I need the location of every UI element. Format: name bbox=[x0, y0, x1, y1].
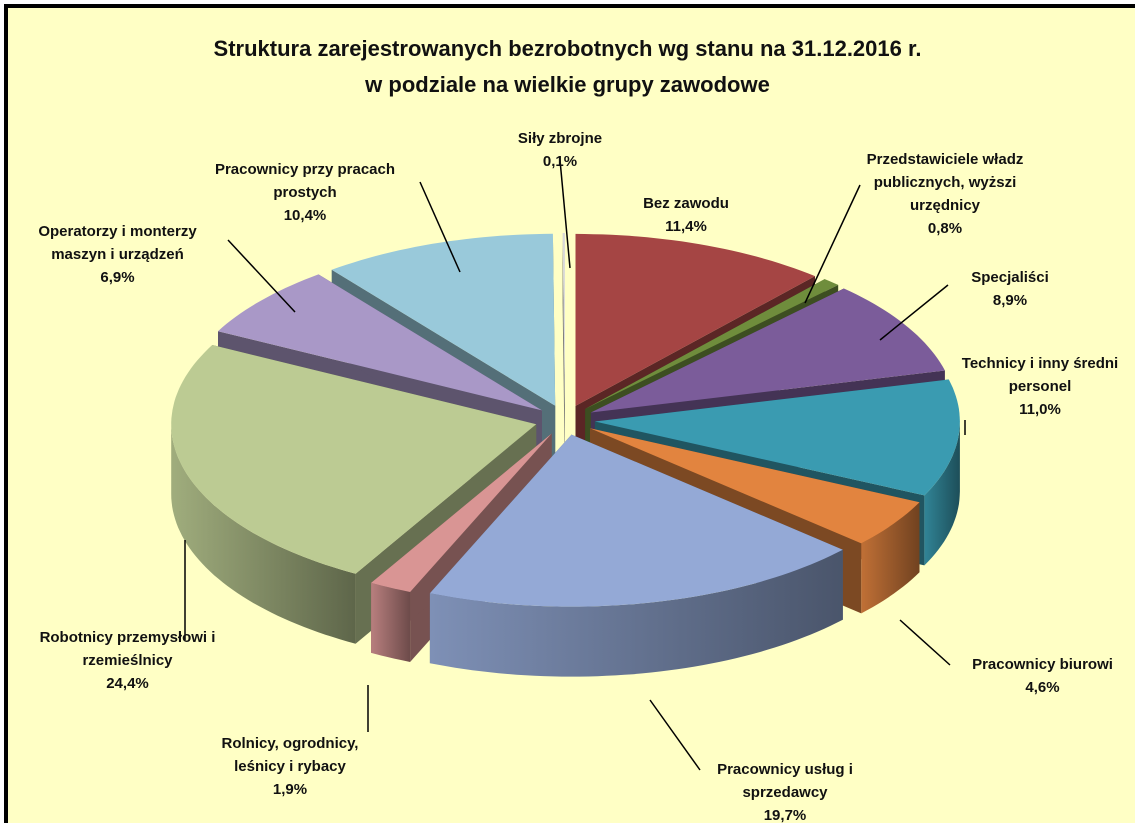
data-label: Specjaliści 8,9% bbox=[925, 266, 1095, 312]
category-label: Technicy i inny średni personel bbox=[961, 355, 1119, 395]
slice bbox=[575, 233, 815, 406]
value-label: 0,1% bbox=[542, 153, 578, 170]
data-label: Rolnicy, ogrodnicy, leśnicy i rybacy 1,9% bbox=[205, 732, 375, 801]
slice-outer-wall bbox=[371, 582, 411, 662]
leader-line bbox=[879, 284, 949, 341]
slice bbox=[218, 274, 542, 411]
slice bbox=[171, 345, 537, 574]
slice bbox=[331, 233, 556, 406]
category-label: Pracownicy biurowi bbox=[972, 656, 1113, 673]
category-label: Pracownicy usług i sprzedawcy bbox=[717, 761, 853, 801]
value-label: 11,0% bbox=[1019, 401, 1061, 418]
slice bbox=[429, 434, 843, 677]
slice bbox=[590, 288, 945, 413]
data-label: Technicy i inny średni personel 11,0% bbox=[945, 352, 1135, 421]
chart-title: Struktura zarejestrowanych bezrobotnych … bbox=[213, 36, 922, 61]
leader-line bbox=[419, 181, 461, 273]
category-label: Pracownicy przy pracach prostych bbox=[214, 161, 396, 201]
leader-line bbox=[649, 699, 701, 771]
leader-line bbox=[227, 239, 296, 313]
leader-line bbox=[899, 619, 951, 666]
slice bbox=[590, 428, 920, 544]
data-label: Przedstawiciele władz publicznych, wyższ… bbox=[845, 148, 1045, 240]
category-label: Siły zbrojne bbox=[517, 130, 603, 147]
value-label: 0,8% bbox=[927, 220, 963, 237]
data-label: Pracownicy biurowi 4,6% bbox=[950, 653, 1135, 699]
data-label: Bez zawodu 11,4% bbox=[616, 192, 756, 238]
slice bbox=[371, 433, 552, 592]
slice bbox=[562, 233, 565, 405]
value-label: 8,9% bbox=[992, 292, 1028, 309]
slice bbox=[562, 233, 565, 475]
slice-outer-wall bbox=[861, 502, 920, 614]
value-label: 6,9% bbox=[100, 269, 135, 286]
category-label: Operatorzy i monterzy maszyn i urządzeń bbox=[38, 223, 197, 263]
slice bbox=[429, 434, 843, 607]
value-label: 11,4% bbox=[665, 218, 707, 235]
slice-outer-wall bbox=[171, 424, 356, 644]
value-label: 4,6% bbox=[1025, 679, 1060, 696]
data-label: Robotnicy przemysłowi i rzemieślnicy 24,4… bbox=[5, 626, 250, 695]
data-label: Operatorzy i monterzy maszyn i urządzeń 6… bbox=[10, 220, 225, 289]
data-label: Siły zbrojne 0,1% bbox=[490, 127, 630, 173]
value-label: 24,4% bbox=[106, 675, 149, 692]
category-label: Bez zawodu bbox=[643, 195, 729, 212]
slice-outer-wall bbox=[924, 421, 960, 566]
category-label: Robotnicy przemysłowi i rzemieślnicy bbox=[39, 629, 216, 669]
slice bbox=[585, 279, 839, 409]
category-label: Specjaliści bbox=[971, 269, 1049, 286]
slice bbox=[594, 379, 960, 496]
chart-subtitle: w podziale na wielkie grupy zawodowe bbox=[365, 72, 770, 97]
category-label: Przedstawiciele władz publicznych, wyższ… bbox=[866, 151, 1024, 214]
category-label: Rolnicy, ogrodnicy, leśnicy i rybacy bbox=[221, 735, 359, 775]
leader-line bbox=[804, 184, 861, 304]
value-label: 1,9% bbox=[272, 781, 308, 798]
data-label: Pracownicy przy pracach prostych 10,4% bbox=[190, 158, 420, 227]
value-label: 19,7% bbox=[763, 807, 807, 823]
leader-line bbox=[559, 159, 571, 269]
slice-outer-wall bbox=[429, 549, 843, 677]
data-label: Pracownicy usług i sprzedawcy 19,7% bbox=[700, 758, 870, 823]
slice-side-wall bbox=[562, 233, 565, 475]
slice-side-wall bbox=[371, 433, 552, 653]
value-label: 10,4% bbox=[283, 207, 327, 224]
